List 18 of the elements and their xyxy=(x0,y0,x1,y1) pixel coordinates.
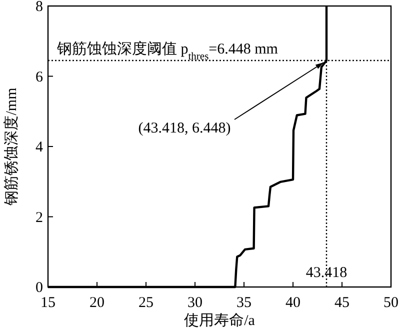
x-tick-label: 25 xyxy=(138,295,154,311)
y-tick-label: 4 xyxy=(36,140,44,156)
y-tick-label: 0 xyxy=(36,280,43,296)
x-tick-label: 40 xyxy=(286,295,300,311)
x-axis-title: 使用寿命/a xyxy=(184,312,256,329)
annotation: (43.418, 6.448) xyxy=(138,120,231,137)
y-tick-label: 6 xyxy=(36,69,44,86)
y-axis-title: 钢筋锈蚀深度/mm xyxy=(3,87,20,206)
x-tick-label: 15 xyxy=(40,295,56,311)
x-tick-label: 45 xyxy=(334,295,350,311)
y-tick-label: 8 xyxy=(36,0,43,15)
ref-line-label: 43.418 xyxy=(306,265,348,281)
x-tick-label: 50 xyxy=(384,295,398,311)
x-tick-label: 20 xyxy=(90,295,104,311)
y-tick-label: 2 xyxy=(36,210,43,226)
ref-line-label: 钢筋蚀蚀深度阈值 p$_{thres}$=6.448 mm xyxy=(56,40,278,62)
x-tick-label: 35 xyxy=(236,295,252,311)
x-tick-label: 30 xyxy=(188,295,202,311)
